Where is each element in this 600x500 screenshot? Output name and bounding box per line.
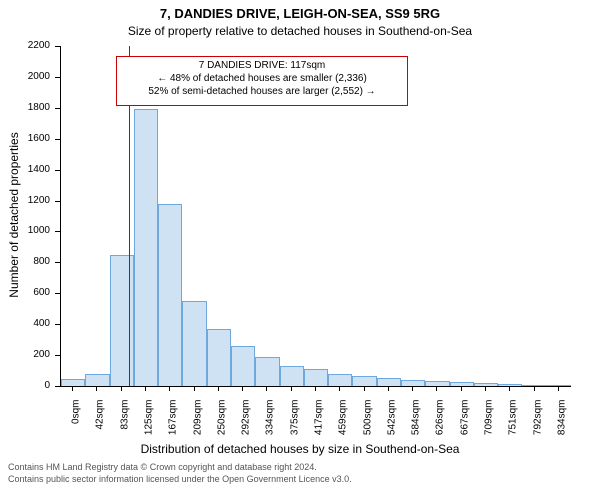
- histogram-bar: [450, 382, 474, 386]
- x-tick-label: 500sqm: [362, 400, 373, 448]
- histogram-bar: [425, 381, 449, 386]
- histogram-bar: [401, 380, 425, 386]
- x-tick-label: 125sqm: [144, 400, 155, 448]
- y-tick-label: 2200: [0, 40, 50, 51]
- x-tick-mark: [485, 386, 486, 391]
- x-tick-mark: [145, 386, 146, 391]
- x-tick-label: 459sqm: [338, 400, 349, 448]
- y-tick-label: 400: [0, 318, 50, 329]
- x-tick-label: 292sqm: [241, 400, 252, 448]
- histogram-bar: [110, 255, 134, 386]
- y-tick-mark: [55, 46, 60, 47]
- annotation-box: 7 DANDIES DRIVE: 117sqm← 48% of detached…: [116, 56, 408, 106]
- y-tick-label: 200: [0, 349, 50, 360]
- y-tick-mark: [55, 108, 60, 109]
- histogram-bar: [61, 379, 85, 386]
- annotation-line: 52% of semi-detached houses are larger (…: [119, 85, 405, 98]
- x-tick-mark: [194, 386, 195, 391]
- histogram-bar: [547, 385, 571, 386]
- x-tick-mark: [461, 386, 462, 391]
- chart-title-description: Size of property relative to detached ho…: [0, 24, 600, 38]
- x-tick-label: 834sqm: [556, 400, 567, 448]
- x-tick-mark: [436, 386, 437, 391]
- x-tick-label: 167sqm: [168, 400, 179, 448]
- histogram-bar: [85, 374, 109, 386]
- x-tick-label: 334sqm: [265, 400, 276, 448]
- annotation-line: 7 DANDIES DRIVE: 117sqm: [119, 59, 405, 72]
- y-tick-label: 800: [0, 256, 50, 267]
- x-tick-mark: [96, 386, 97, 391]
- footer-attribution: Contains HM Land Registry data © Crown c…: [8, 462, 352, 485]
- x-tick-mark: [72, 386, 73, 391]
- x-tick-mark: [534, 386, 535, 391]
- x-tick-mark: [412, 386, 413, 391]
- x-tick-label: 709sqm: [484, 400, 495, 448]
- y-tick-label: 1000: [0, 225, 50, 236]
- x-tick-label: 626sqm: [435, 400, 446, 448]
- y-tick-mark: [55, 231, 60, 232]
- y-tick-label: 1600: [0, 133, 50, 144]
- histogram-bar: [231, 346, 255, 386]
- histogram-bar: [352, 376, 376, 386]
- x-tick-label: 83sqm: [119, 400, 130, 448]
- chart-container: { "layout": { "title1_top": 6, "title1_f…: [0, 0, 600, 500]
- x-tick-mark: [291, 386, 292, 391]
- x-tick-label: 584sqm: [411, 400, 422, 448]
- x-tick-label: 250sqm: [216, 400, 227, 448]
- y-tick-mark: [55, 77, 60, 78]
- y-tick-mark: [55, 324, 60, 325]
- y-tick-label: 0: [0, 380, 50, 391]
- x-tick-mark: [388, 386, 389, 391]
- chart-title-address: 7, DANDIES DRIVE, LEIGH-ON-SEA, SS9 5RG: [0, 6, 600, 21]
- footer-line1: Contains HM Land Registry data © Crown c…: [8, 462, 352, 474]
- histogram-bar: [280, 366, 304, 386]
- histogram-bar: [498, 384, 522, 386]
- y-tick-mark: [55, 355, 60, 356]
- x-tick-label: 209sqm: [192, 400, 203, 448]
- histogram-bar: [158, 204, 182, 386]
- x-tick-mark: [558, 386, 559, 391]
- y-tick-mark: [55, 293, 60, 294]
- x-tick-mark: [218, 386, 219, 391]
- x-tick-mark: [509, 386, 510, 391]
- footer-line2: Contains public sector information licen…: [8, 474, 352, 486]
- x-tick-mark: [339, 386, 340, 391]
- x-tick-mark: [364, 386, 365, 391]
- x-tick-mark: [121, 386, 122, 391]
- y-tick-label: 1200: [0, 195, 50, 206]
- y-tick-mark: [55, 170, 60, 171]
- y-tick-mark: [55, 386, 60, 387]
- y-axis-label: Number of detached properties: [7, 125, 21, 305]
- x-tick-mark: [242, 386, 243, 391]
- y-tick-label: 600: [0, 287, 50, 298]
- histogram-bar: [207, 329, 231, 386]
- x-tick-label: 792sqm: [532, 400, 543, 448]
- y-tick-mark: [55, 262, 60, 263]
- histogram-bar: [377, 378, 401, 386]
- annotation-line: ← 48% of detached houses are smaller (2,…: [119, 72, 405, 85]
- x-tick-label: 42sqm: [95, 400, 106, 448]
- histogram-bar: [304, 369, 328, 386]
- histogram-bar: [522, 385, 546, 386]
- x-tick-label: 417sqm: [314, 400, 325, 448]
- histogram-bar: [182, 301, 206, 386]
- y-tick-label: 2000: [0, 71, 50, 82]
- histogram-bar: [328, 374, 352, 386]
- x-tick-mark: [266, 386, 267, 391]
- y-tick-mark: [55, 201, 60, 202]
- x-tick-mark: [169, 386, 170, 391]
- x-tick-label: 0sqm: [71, 400, 82, 448]
- x-tick-label: 667sqm: [459, 400, 470, 448]
- histogram-bar: [255, 357, 279, 386]
- histogram-bar: [134, 109, 158, 386]
- x-tick-label: 751sqm: [508, 400, 519, 448]
- y-tick-mark: [55, 139, 60, 140]
- x-tick-label: 542sqm: [386, 400, 397, 448]
- x-tick-label: 375sqm: [289, 400, 300, 448]
- x-tick-mark: [315, 386, 316, 391]
- y-tick-label: 1800: [0, 102, 50, 113]
- y-tick-label: 1400: [0, 164, 50, 175]
